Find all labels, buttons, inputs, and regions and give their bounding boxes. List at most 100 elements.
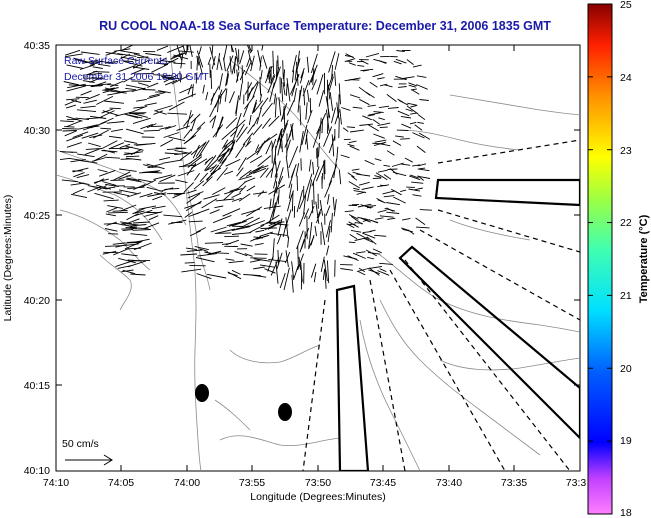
current-vector (280, 78, 284, 102)
current-vector (236, 167, 244, 177)
current-vector (151, 205, 166, 210)
current-vector (104, 156, 121, 159)
current-vector (239, 169, 252, 179)
current-vector (298, 212, 306, 227)
current-vector (216, 228, 236, 234)
current-vector (347, 255, 359, 262)
current-vector (293, 88, 297, 102)
current-vector (164, 152, 182, 155)
current-vector (153, 110, 164, 115)
current-vector (139, 192, 153, 198)
current-vector (313, 181, 315, 205)
current-vector (122, 269, 136, 275)
current-vector (76, 174, 90, 179)
current-vector (161, 76, 174, 79)
current-vector (253, 117, 259, 127)
current-vector (408, 188, 421, 192)
current-vector (252, 102, 257, 113)
current-vector (341, 107, 351, 111)
y-axis-label: Latitude (Degrees:Minutes) (2, 195, 14, 322)
current-vector (253, 167, 267, 174)
current-vector (148, 215, 159, 221)
current-vector (382, 190, 396, 195)
current-vector (102, 181, 117, 186)
current-vector (97, 63, 111, 67)
current-vector (117, 265, 132, 269)
current-vector (228, 220, 246, 227)
current-vector (224, 170, 234, 175)
current-vector (416, 75, 427, 78)
current-vector (362, 232, 376, 239)
current-vector (259, 82, 262, 96)
current-vector (120, 50, 140, 55)
current-vector (138, 205, 157, 210)
current-vector (245, 168, 261, 177)
current-vector (257, 155, 272, 167)
current-vector (198, 140, 210, 158)
current-vector (219, 147, 230, 165)
current-vector (101, 150, 118, 153)
current-vector (316, 113, 327, 135)
current-vector (402, 217, 411, 221)
current-vector (378, 105, 390, 109)
current-vector (225, 117, 238, 129)
current-vector (386, 150, 395, 156)
current-vector (263, 205, 281, 210)
current-vector (83, 59, 99, 64)
current-vector (244, 140, 252, 148)
current-vector (101, 108, 113, 114)
current-vector (207, 250, 222, 255)
current-vector (299, 239, 305, 253)
current-vector (344, 210, 354, 213)
current-vector (273, 93, 277, 105)
current-vector (373, 111, 384, 113)
current-vector (268, 258, 287, 263)
current-vector (100, 60, 114, 65)
current-vector (136, 238, 150, 243)
current-vector (400, 138, 410, 140)
current-vector (132, 229, 151, 231)
current-vector (346, 126, 355, 128)
current-vector (310, 234, 315, 246)
current-vector (417, 163, 427, 167)
y-tick-label: 40:15 (24, 380, 50, 392)
current-vector (231, 226, 251, 232)
current-vector (262, 117, 271, 129)
current-vector (126, 177, 140, 181)
current-vector (248, 45, 253, 53)
current-vector (227, 271, 242, 280)
current-vector (155, 57, 167, 64)
current-vector (410, 105, 417, 108)
current-vector (234, 250, 248, 257)
current-vector (357, 64, 365, 67)
current-vector (210, 226, 227, 233)
current-vector (149, 92, 166, 98)
current-vector (336, 146, 339, 160)
current-vector (123, 77, 133, 83)
current-vector (400, 115, 412, 119)
current-vector (193, 180, 205, 190)
current-vector (291, 261, 295, 281)
current-vector (282, 82, 286, 95)
current-vector (178, 164, 197, 168)
current-vector (276, 128, 282, 143)
current-vector (346, 223, 355, 229)
current-vector (251, 99, 258, 114)
current-vector (147, 82, 159, 88)
current-vector (61, 179, 79, 183)
current-vector (203, 194, 220, 200)
current-vector (412, 164, 421, 167)
current-vector (140, 123, 154, 130)
current-vector (384, 207, 396, 212)
current-vector (305, 134, 309, 150)
current-vector (361, 186, 374, 190)
current-vector (417, 121, 424, 124)
y-tick-labels: 40:35 40:30 40:25 40:20 40:15 40:10 (24, 40, 50, 477)
current-vector (99, 110, 115, 118)
current-vector (106, 83, 119, 87)
current-vector (214, 205, 224, 209)
current-vector (246, 87, 253, 101)
current-vector (252, 165, 269, 172)
current-vector (235, 119, 246, 129)
current-vector (325, 109, 330, 131)
